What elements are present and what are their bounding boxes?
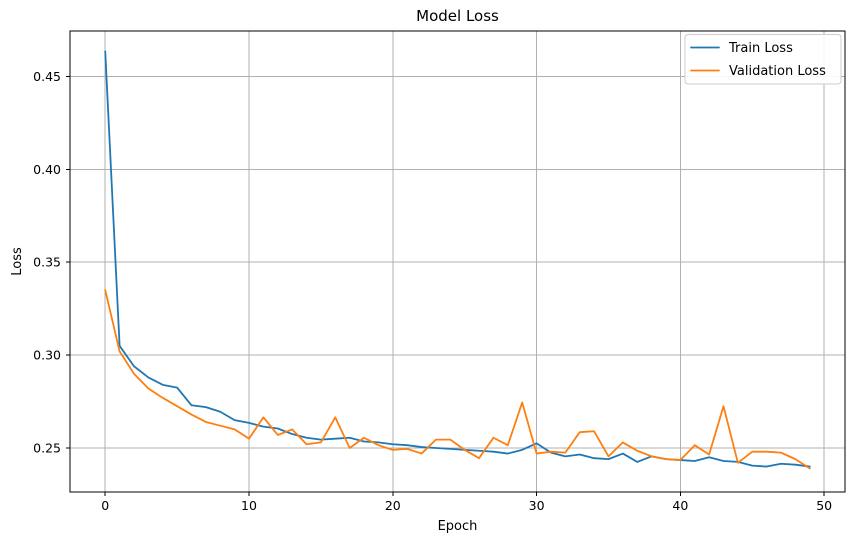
x-axis-label: Epoch bbox=[438, 519, 478, 534]
tick-label-y-0.25: 0.25 bbox=[33, 440, 61, 455]
chart-title: Model Loss bbox=[416, 7, 499, 25]
y-axis-label: Loss bbox=[10, 247, 25, 276]
tick-label-y-0.40: 0.40 bbox=[33, 162, 61, 177]
legend-box bbox=[684, 34, 842, 85]
tick-label-x-50: 50 bbox=[816, 498, 832, 513]
series-line-validation-loss bbox=[104, 289, 811, 470]
ticklabel-layer: 0 10 20 30 40 50 0.25 0.30 0.35 0.40 0.45 bbox=[33, 69, 832, 513]
legend-label-validation-loss: Validation Loss bbox=[729, 64, 826, 79]
tick-label-x-20: 20 bbox=[385, 498, 401, 513]
tick-label-x-0: 0 bbox=[101, 498, 109, 513]
axes-layer bbox=[66, 30, 846, 496]
tick-label-x-30: 30 bbox=[529, 498, 545, 513]
data-layer bbox=[104, 50, 811, 470]
legend: Train Loss Validation Loss bbox=[684, 34, 842, 85]
tick-label-x-40: 40 bbox=[672, 498, 688, 513]
axes-spines bbox=[69, 30, 846, 493]
series-line-train-loss bbox=[104, 50, 811, 468]
tick-label-y-0.30: 0.30 bbox=[33, 348, 61, 363]
legend-label-train-loss: Train Loss bbox=[728, 41, 793, 56]
tick-label-y-0.45: 0.45 bbox=[33, 69, 61, 84]
grid-layer bbox=[70, 31, 845, 492]
tick-label-y-0.35: 0.35 bbox=[33, 255, 61, 270]
tick-label-x-10: 10 bbox=[241, 498, 257, 513]
